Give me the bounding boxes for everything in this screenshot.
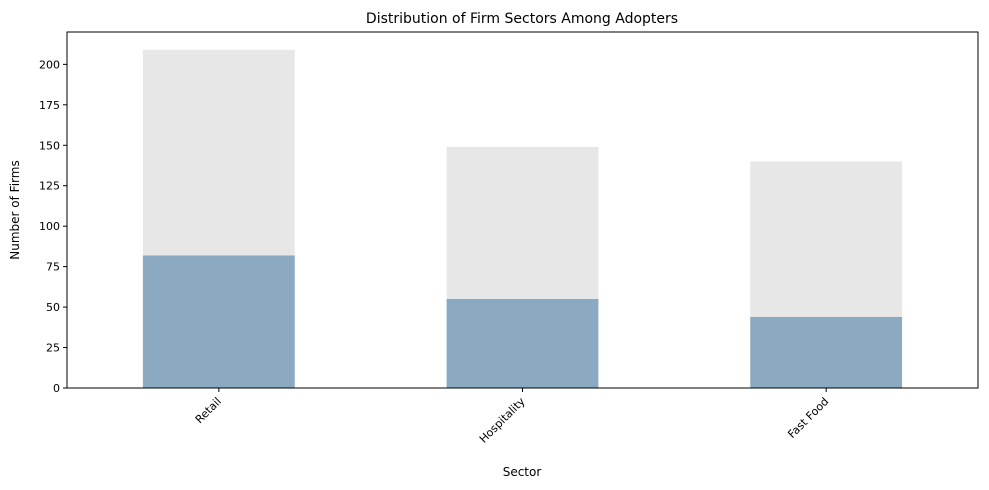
plot-area: 0 25 50 75 100 125 150 175 200 Retail Hospitality…	[39, 32, 978, 446]
y-axis-label: Number of Firms	[8, 160, 22, 259]
y-tick-label: 0	[53, 382, 60, 395]
bar-fast-food-segment-1	[750, 317, 902, 388]
y-tick-label: 175	[39, 99, 60, 112]
y-tick-label: 150	[39, 139, 60, 152]
x-axis: Retail Hospitality Fast Food	[193, 388, 832, 446]
y-axis: 0 25 50 75 100 125 150 175 200	[39, 58, 67, 395]
y-tick-label: 200	[39, 58, 60, 71]
bar-hospitality-segment-1	[447, 299, 599, 388]
y-tick-label: 100	[39, 220, 60, 233]
bar-retail-segment-1	[143, 255, 295, 388]
x-tick-label: Fast Food	[785, 395, 831, 441]
x-tick-label: Hospitality	[477, 395, 528, 446]
bars-group	[143, 50, 902, 388]
x-tick-label: Retail	[193, 395, 224, 426]
chart-title: Distribution of Firm Sectors Among Adopt…	[366, 11, 678, 27]
bar-retail-segment-2	[143, 50, 295, 256]
y-tick-label: 125	[39, 180, 60, 193]
bar-hospitality-segment-2	[447, 147, 599, 299]
y-tick-label: 25	[46, 342, 60, 355]
bar-fast-food-segment-2	[750, 161, 902, 316]
x-axis-label: Sector	[503, 465, 542, 479]
y-tick-label: 50	[46, 301, 60, 314]
y-tick-label: 75	[46, 261, 60, 274]
